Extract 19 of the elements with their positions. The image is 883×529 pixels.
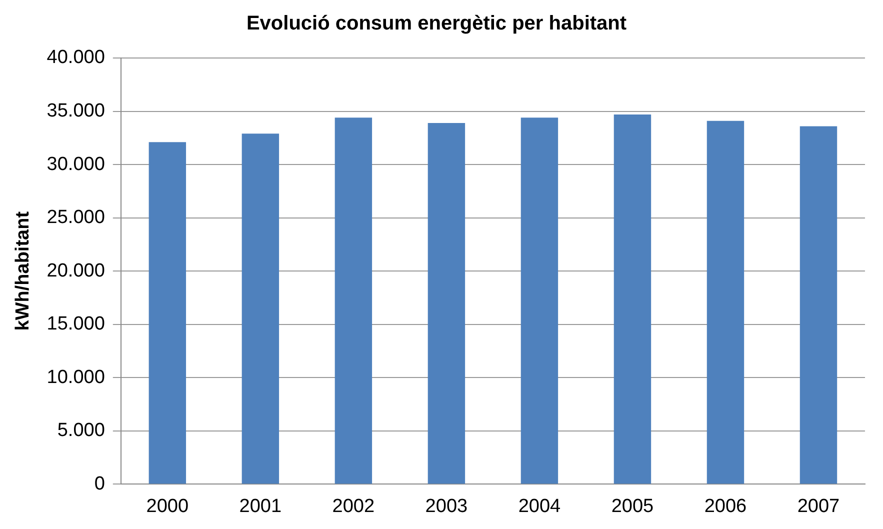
x-tick-label: 2003: [425, 496, 468, 517]
x-tick-label: 2005: [611, 496, 654, 517]
y-tick-label: 0: [94, 473, 105, 494]
x-tick-label: 2002: [332, 496, 375, 517]
y-tick-label: 15.000: [46, 314, 105, 335]
y-tick-label: 5.000: [57, 420, 105, 442]
y-axis-title: kWh/habitant: [12, 210, 34, 331]
chart-title: Evolució consum energètic per habitant: [246, 12, 627, 35]
y-tick-label: 10.000: [46, 366, 105, 388]
x-tick-label: 2001: [239, 496, 282, 517]
y-tick-label: 40.000: [46, 47, 105, 68]
x-tick-label: 2000: [146, 496, 189, 517]
x-tick-label: 2006: [704, 496, 747, 517]
y-tick-label: 25.000: [46, 207, 105, 228]
y-tick-label: 35.000: [46, 100, 105, 122]
y-tick-label: 30.000: [46, 154, 105, 175]
y-tick-label: 20.000: [46, 260, 105, 282]
x-tick-label: 2007: [797, 496, 840, 517]
x-tick-label: 2004: [518, 496, 562, 517]
